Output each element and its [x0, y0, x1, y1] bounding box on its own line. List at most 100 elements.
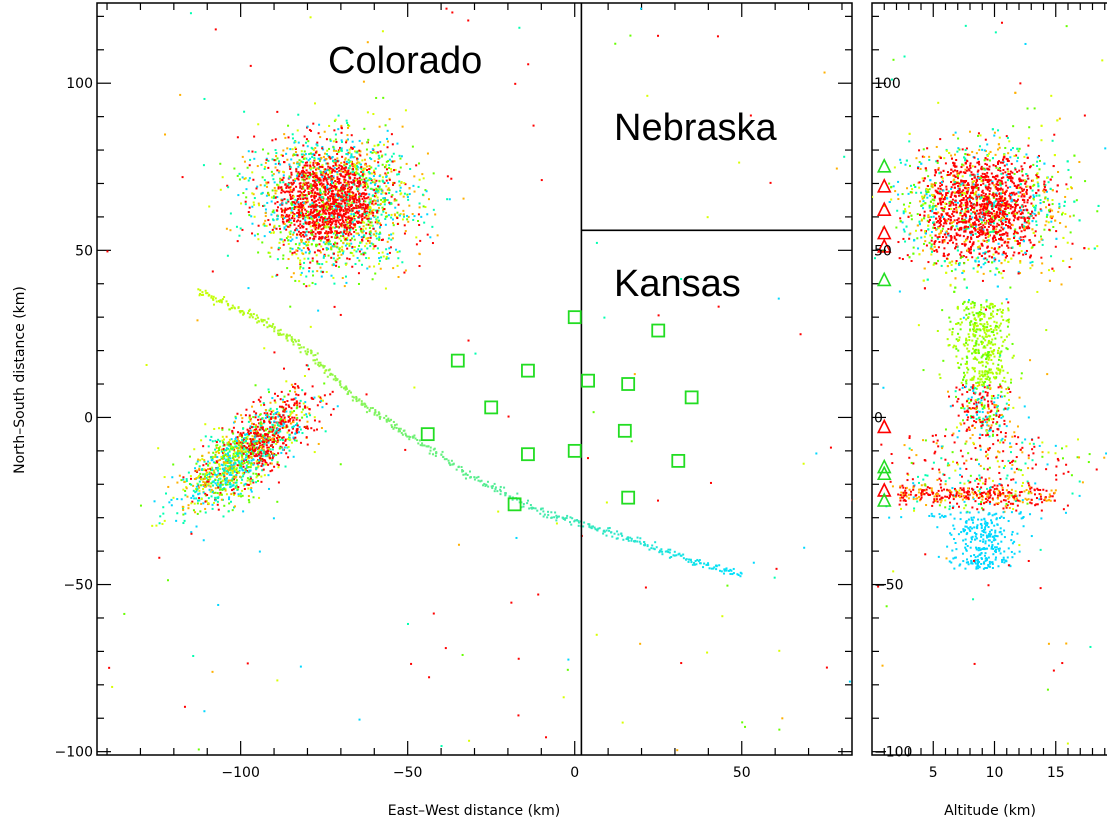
lightning-point [305, 413, 308, 416]
lightning-point [306, 199, 309, 202]
lightning-point [279, 231, 282, 234]
track-point [374, 410, 377, 413]
lightning-point [361, 173, 364, 176]
lightning-point [352, 170, 355, 173]
lightning-point [687, 135, 690, 138]
lightning-point [325, 172, 328, 175]
lightning-point [345, 281, 348, 284]
lightning-point [349, 214, 352, 217]
lightning-point [222, 476, 225, 479]
lightning-point [355, 220, 358, 223]
lightning-point [367, 220, 370, 223]
lightning-point [268, 418, 271, 421]
lightning-point [276, 206, 279, 209]
lightning-point [279, 425, 282, 428]
track-point [345, 386, 348, 389]
lightning-point [228, 498, 231, 501]
lightning-point [338, 169, 341, 172]
lightning-point [232, 462, 235, 465]
lightning-point [358, 153, 361, 156]
lightning-point [411, 145, 414, 148]
lightning-point [340, 161, 343, 164]
lightning-point [288, 449, 291, 452]
lightning-point [377, 164, 380, 167]
lightning-point [352, 216, 355, 219]
lightning-point [327, 254, 330, 257]
track-point [707, 563, 710, 566]
lightning-point [318, 160, 321, 163]
lightning-point [353, 174, 356, 177]
lightning-point [309, 168, 312, 171]
lightning-point [329, 157, 332, 160]
lightning-point [361, 231, 364, 234]
track-point [542, 515, 545, 518]
track-point [655, 546, 658, 549]
track-point [331, 373, 334, 376]
lightning-point [311, 170, 314, 173]
lightning-point [328, 209, 331, 212]
lightning-point [335, 140, 338, 143]
lightning-point [255, 453, 258, 456]
track-point [555, 514, 558, 517]
lightning-point [334, 242, 337, 245]
lightning-point [222, 469, 225, 472]
track-point [425, 445, 428, 448]
lightning-point [256, 446, 259, 449]
lightning-point [226, 480, 229, 483]
track-point [255, 314, 258, 317]
lightning-point [254, 431, 257, 434]
lightning-point [378, 238, 381, 241]
track-point [587, 523, 590, 526]
lightning-point [217, 508, 220, 511]
lightning-point [311, 172, 314, 175]
lightning-point [294, 243, 297, 246]
lightning-point [262, 445, 265, 448]
lightning-point [265, 440, 268, 443]
lightning-point [321, 146, 324, 149]
lightning-point [214, 448, 217, 451]
lightning-point [245, 470, 248, 473]
track-point [266, 326, 269, 329]
lightning-point [241, 454, 244, 457]
lightning-point [395, 248, 398, 251]
lightning-point [336, 198, 339, 201]
lightning-point [237, 444, 240, 447]
lightning-point [261, 457, 264, 460]
lightning-point [375, 194, 378, 197]
track-point [376, 414, 379, 417]
lightning-point [300, 249, 303, 252]
lightning-point [300, 235, 303, 238]
track-point [218, 300, 221, 303]
lightning-point [306, 443, 309, 446]
lightning-point [264, 417, 267, 420]
lightning-point [327, 242, 330, 245]
lightning-point [223, 455, 226, 458]
lightning-point [297, 219, 300, 222]
lightning-point [230, 459, 233, 462]
lightning-point [304, 216, 307, 219]
lightning-point [249, 466, 252, 469]
track-point [450, 459, 453, 462]
lightning-point [344, 193, 347, 196]
lightning-point [238, 469, 241, 472]
lightning-point [252, 193, 255, 196]
lightning-point [303, 157, 306, 160]
lightning-point [238, 449, 241, 452]
lightning-point [332, 203, 335, 206]
lightning-point [216, 474, 219, 477]
lightning-point [310, 427, 313, 430]
lightning-point [231, 464, 234, 467]
lightning-point [294, 424, 297, 427]
lightning-point [332, 168, 335, 171]
lightning-point [375, 179, 378, 182]
lightning-point [629, 34, 632, 37]
lightning-point [322, 197, 325, 200]
lightning-point [261, 464, 264, 467]
lightning-point [271, 441, 274, 444]
lightning-point [209, 472, 212, 475]
track-point [408, 436, 411, 439]
lightning-point [326, 162, 329, 165]
lightning-point [257, 433, 260, 436]
lightning-point [393, 214, 396, 217]
track-point [421, 444, 424, 447]
